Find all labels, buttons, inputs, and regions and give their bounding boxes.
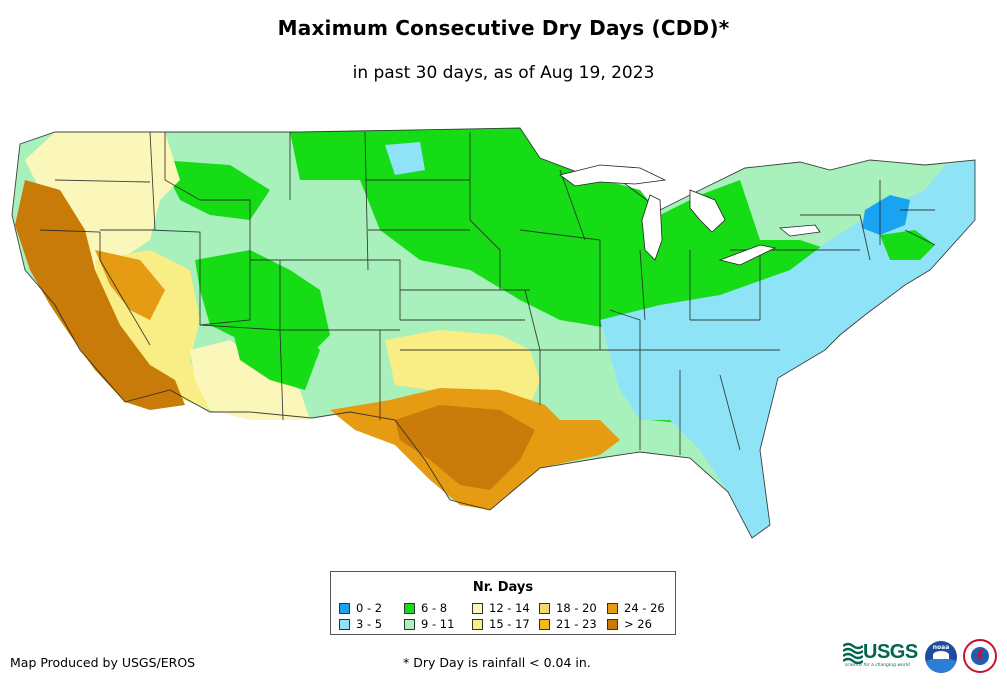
state-boundaries: [11, 127, 976, 539]
legend-swatch-21-23: [539, 618, 550, 630]
us-dry-days-map: [11, 127, 976, 539]
legend-label-21-23: 21 - 23: [556, 617, 597, 631]
legend-item-0-2: 0 - 2: [339, 601, 382, 615]
legend-label-15-17: 15 - 17: [489, 617, 530, 631]
legend-label-0-2: 0 - 2: [356, 601, 383, 615]
map-title: Maximum Consecutive Dry Days (CDD)*: [277, 16, 730, 40]
great-lakes: [559, 164, 821, 266]
legend-swatch-6-8: [404, 602, 415, 614]
legend-swatch-9-11: [404, 618, 415, 630]
lake-ontario: [778, 224, 821, 237]
region-orange-california: [95, 250, 165, 320]
legend-item-18-20: 18 - 20: [539, 601, 597, 615]
legend-item-12-14: 12 - 14: [472, 601, 530, 615]
noaa-gull-icon: [933, 651, 949, 659]
map-subtitle: in past 30 days, as of Aug 19, 2023: [352, 63, 655, 83]
nws-logo: [963, 639, 997, 673]
legend-label-gt-26: > 26: [624, 617, 652, 631]
region-green-mountain: [160, 160, 270, 220]
nws-lightning-icon: [976, 649, 984, 663]
legend-box: Nr. Days 0 - 2 3 - 5 6 - 8 9 - 11 12 - 1…: [330, 571, 676, 635]
legend-swatch-24-26: [607, 602, 618, 614]
legend-item-3-5: 3 - 5: [339, 617, 382, 631]
legend-item-24-26: 24 - 26: [607, 601, 665, 615]
legend-swatch-3-5: [339, 618, 350, 630]
legend-item-gt-26: > 26: [607, 617, 652, 631]
legend-item-6-8: 6 - 8: [404, 601, 447, 615]
lake-michigan: [641, 194, 663, 261]
noaa-logo: noaa: [925, 641, 957, 673]
legend-swatch-12-14: [472, 602, 483, 614]
legend-title: Nr. Days: [472, 580, 534, 595]
usgs-wordmark: USGS: [863, 641, 918, 663]
usgs-logo: USGS science for a changing world: [843, 641, 919, 672]
region-brown-california: [15, 180, 185, 410]
legend-label-6-8: 6 - 8: [421, 601, 448, 615]
region-blue-east: [600, 160, 975, 538]
map-color-regions: [12, 128, 975, 538]
region-paleyellow-west: [25, 132, 180, 280]
region-lightyellow-arizona: [190, 340, 310, 420]
region-green-newmexico: [230, 320, 320, 390]
region-green-newengland: [880, 230, 935, 260]
legend-swatch-0-2: [339, 602, 350, 614]
noaa-wave-icon: [925, 658, 957, 673]
region-yellow-southplains: [385, 330, 540, 405]
legend-swatch-18-20: [539, 602, 550, 614]
map-credit: Map Produced by USGS/EROS: [10, 655, 196, 670]
region-blue-montana: [385, 142, 425, 175]
noaa-wordmark: noaa: [932, 644, 950, 651]
region-brown-texas: [395, 405, 535, 490]
lake-superior: [559, 164, 667, 187]
legend-item-21-23: 21 - 23: [539, 617, 597, 631]
region-darkblue-newengland: [862, 195, 910, 235]
dry-day-footnote: * Dry Day is rainfall < 0.04 in.: [403, 655, 591, 670]
legend-label-9-11: 9 - 11: [421, 617, 455, 631]
legend-label-12-14: 12 - 14: [489, 601, 530, 615]
lake-huron: [689, 189, 726, 233]
legend-swatch-gt-26: [607, 618, 618, 630]
legend-item-9-11: 9 - 11: [404, 617, 454, 631]
region-green-north: [290, 128, 870, 340]
usgs-wave-icon: [843, 642, 863, 664]
legend-swatch-15-17: [472, 618, 483, 630]
legend-label-24-26: 24 - 26: [624, 601, 665, 615]
legend-item-15-17: 15 - 17: [472, 617, 530, 631]
legend-label-3-5: 3 - 5: [356, 617, 383, 631]
legend-label-18-20: 18 - 20: [556, 601, 597, 615]
usgs-tagline: science for a changing world: [845, 663, 910, 668]
lake-erie: [718, 244, 777, 266]
